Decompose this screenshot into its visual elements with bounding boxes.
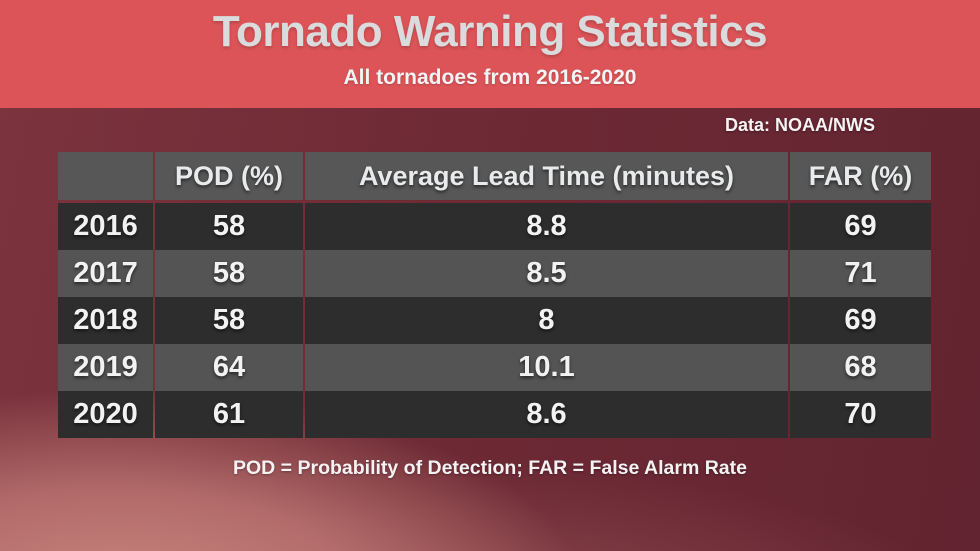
year-cell: 2017	[58, 250, 153, 297]
table-row: 2020 61 8.6 70	[58, 391, 931, 438]
header-cell-year	[58, 152, 153, 200]
statistics-table: POD (%) Average Lead Time (minutes) FAR …	[58, 152, 931, 438]
year-cell: 2018	[58, 297, 153, 344]
table-header-row: POD (%) Average Lead Time (minutes) FAR …	[58, 152, 931, 200]
table-row: 2019 64 10.1 68	[58, 344, 931, 391]
far-cell: 69	[790, 297, 931, 344]
header-cell-far: FAR (%)	[790, 152, 931, 200]
page-subtitle: All tornadoes from 2016-2020	[343, 66, 637, 89]
pod-cell: 58	[155, 250, 303, 297]
far-cell: 71	[790, 250, 931, 297]
year-cell: 2016	[58, 203, 153, 250]
page-title: Tornado Warning Statistics	[212, 7, 768, 56]
far-cell: 68	[790, 344, 931, 391]
footnote: POD = Probability of Detection; FAR = Fa…	[233, 457, 747, 479]
far-cell: 69	[790, 203, 931, 250]
pod-cell: 61	[155, 391, 303, 438]
table-body: 2016 58 8.8 69 2017 58 8.5 71 2018 58 8 …	[58, 203, 931, 438]
lead-time-cell: 8	[305, 297, 788, 344]
table-row: 2017 58 8.5 71	[58, 250, 931, 297]
table-row: 2018 58 8 69	[58, 297, 931, 344]
year-cell: 2019	[58, 344, 153, 391]
header-band: Tornado Warning Statistics All tornadoes…	[0, 0, 980, 108]
lead-time-cell: 8.6	[305, 391, 788, 438]
lead-time-cell: 10.1	[305, 344, 788, 391]
lead-time-cell: 8.8	[305, 203, 788, 250]
year-cell: 2020	[58, 391, 153, 438]
lead-time-cell: 8.5	[305, 250, 788, 297]
data-source-label: Data: NOAA/NWS	[724, 115, 875, 135]
header-cell-pod: POD (%)	[155, 152, 303, 200]
far-cell: 70	[790, 391, 931, 438]
table-row: 2016 58 8.8 69	[58, 203, 931, 250]
pod-cell: 58	[155, 297, 303, 344]
pod-cell: 58	[155, 203, 303, 250]
header-cell-lead-time: Average Lead Time (minutes)	[305, 152, 788, 200]
pod-cell: 64	[155, 344, 303, 391]
